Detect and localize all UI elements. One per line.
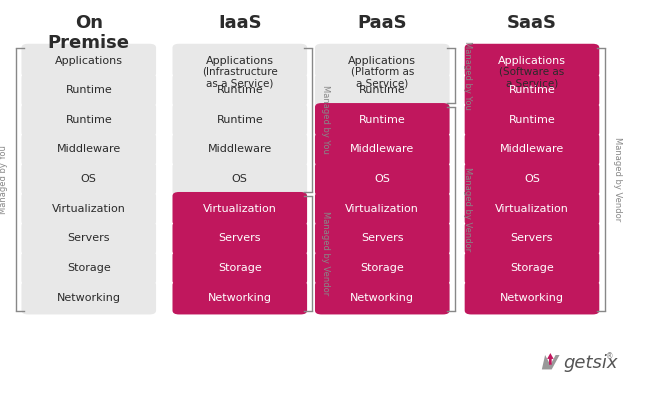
FancyBboxPatch shape <box>315 133 450 166</box>
Text: Middleware: Middleware <box>57 144 121 154</box>
Text: SaaS: SaaS <box>507 14 557 32</box>
FancyBboxPatch shape <box>21 281 156 314</box>
Text: Applications: Applications <box>498 56 566 66</box>
FancyBboxPatch shape <box>172 162 307 196</box>
FancyBboxPatch shape <box>465 103 599 137</box>
FancyBboxPatch shape <box>315 222 450 255</box>
Text: Storage: Storage <box>360 263 404 273</box>
FancyBboxPatch shape <box>172 73 307 107</box>
Text: Virtualization: Virtualization <box>52 204 126 214</box>
FancyBboxPatch shape <box>21 73 156 107</box>
FancyBboxPatch shape <box>465 222 599 255</box>
Text: Applications: Applications <box>55 56 123 66</box>
FancyBboxPatch shape <box>21 222 156 255</box>
Text: Managed by Vendor: Managed by Vendor <box>613 137 622 221</box>
Text: (Software as
a Service): (Software as a Service) <box>499 66 565 89</box>
FancyBboxPatch shape <box>315 281 450 314</box>
Text: getsix: getsix <box>563 354 618 372</box>
Text: Virtualization: Virtualization <box>345 204 419 214</box>
FancyBboxPatch shape <box>21 192 156 226</box>
Text: Virtualization: Virtualization <box>495 204 569 214</box>
Text: (Platform as
a Service): (Platform as a Service) <box>350 66 414 89</box>
Text: Storage: Storage <box>67 263 111 273</box>
FancyBboxPatch shape <box>465 251 599 285</box>
Text: OS: OS <box>81 174 96 184</box>
Text: Applications: Applications <box>348 56 416 66</box>
FancyBboxPatch shape <box>315 192 450 226</box>
Text: OS: OS <box>232 174 248 184</box>
Text: IaaS: IaaS <box>218 14 261 32</box>
Text: Applications: Applications <box>206 56 274 66</box>
Text: Managed by You: Managed by You <box>464 41 472 110</box>
Text: Managed by Vendor: Managed by Vendor <box>321 211 330 295</box>
FancyBboxPatch shape <box>172 222 307 255</box>
Text: Middleware: Middleware <box>500 144 564 154</box>
Text: Servers: Servers <box>361 233 403 244</box>
Text: Runtime: Runtime <box>216 85 263 95</box>
Text: Servers: Servers <box>68 233 110 244</box>
FancyBboxPatch shape <box>465 281 599 314</box>
Text: Virtualization: Virtualization <box>203 204 277 214</box>
FancyBboxPatch shape <box>21 162 156 196</box>
Text: Networking: Networking <box>208 293 272 303</box>
Text: Runtime: Runtime <box>509 115 555 125</box>
Text: Networking: Networking <box>350 293 414 303</box>
FancyBboxPatch shape <box>465 44 599 77</box>
Text: Managed by Vendor: Managed by Vendor <box>464 167 472 251</box>
Text: Middleware: Middleware <box>350 144 415 154</box>
Polygon shape <box>547 353 553 365</box>
FancyBboxPatch shape <box>315 103 450 137</box>
Text: Storage: Storage <box>218 263 262 273</box>
Text: Runtime: Runtime <box>359 85 405 95</box>
FancyBboxPatch shape <box>465 73 599 107</box>
FancyBboxPatch shape <box>465 192 599 226</box>
Text: OS: OS <box>524 174 540 184</box>
FancyBboxPatch shape <box>172 251 307 285</box>
Text: Networking: Networking <box>500 293 564 303</box>
Text: Servers: Servers <box>218 233 261 244</box>
FancyBboxPatch shape <box>21 103 156 137</box>
FancyBboxPatch shape <box>315 162 450 196</box>
Text: Servers: Servers <box>511 233 553 244</box>
Text: PaaS: PaaS <box>358 14 407 32</box>
Text: Runtime: Runtime <box>359 115 405 125</box>
Text: Runtime: Runtime <box>66 85 112 95</box>
Text: OS: OS <box>375 174 390 184</box>
Text: Storage: Storage <box>510 263 554 273</box>
Text: On
Premise: On Premise <box>48 14 130 52</box>
FancyBboxPatch shape <box>172 281 307 314</box>
Text: Managed by You: Managed by You <box>0 144 7 214</box>
FancyBboxPatch shape <box>21 133 156 166</box>
Text: Runtime: Runtime <box>66 115 112 125</box>
FancyBboxPatch shape <box>21 44 156 77</box>
Text: Managed by You: Managed by You <box>321 86 330 154</box>
Text: Runtime: Runtime <box>216 115 263 125</box>
FancyBboxPatch shape <box>21 251 156 285</box>
Text: Middleware: Middleware <box>208 144 272 154</box>
FancyBboxPatch shape <box>172 103 307 137</box>
FancyBboxPatch shape <box>465 162 599 196</box>
Text: Networking: Networking <box>57 293 121 303</box>
Polygon shape <box>542 355 559 369</box>
Text: Runtime: Runtime <box>509 85 555 95</box>
FancyBboxPatch shape <box>172 133 307 166</box>
Text: (Infrastructure
as a Service): (Infrastructure as a Service) <box>202 66 277 89</box>
FancyBboxPatch shape <box>315 251 450 285</box>
FancyBboxPatch shape <box>172 192 307 226</box>
FancyBboxPatch shape <box>172 44 307 77</box>
Text: ®: ® <box>606 352 614 361</box>
FancyBboxPatch shape <box>315 73 450 107</box>
FancyBboxPatch shape <box>315 44 450 77</box>
FancyBboxPatch shape <box>465 133 599 166</box>
